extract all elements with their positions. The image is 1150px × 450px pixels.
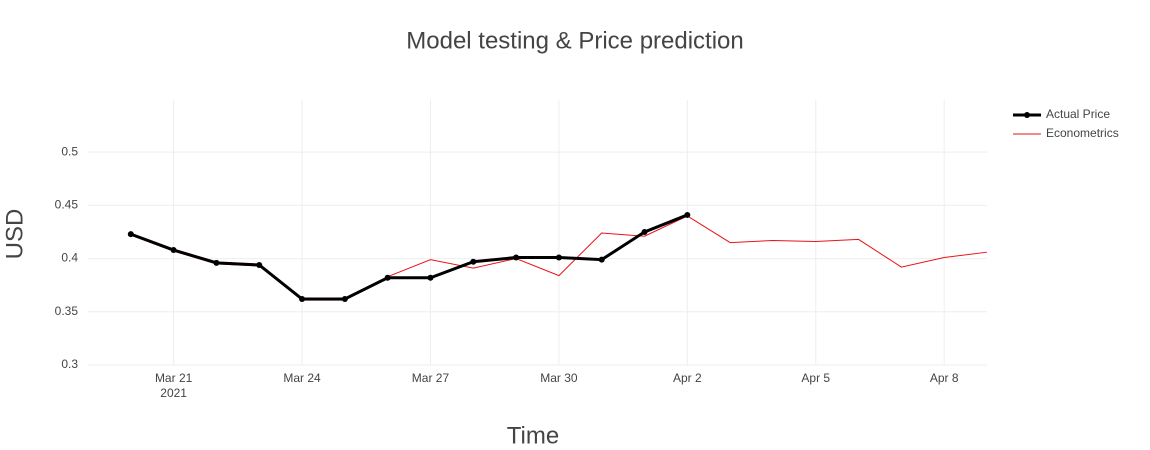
x-tick-label: Apr 5 [801,371,830,385]
x-tick-label: Mar 24 [283,371,321,385]
legend-label: Econometrics [1046,126,1119,140]
data-point [384,274,391,281]
y-axis-title: USD [1,209,28,260]
x-tick-label: Mar 30 [540,371,578,385]
data-point [127,231,134,238]
chart-title: Model testing & Price prediction [406,27,744,54]
legend-label: Actual Price [1046,107,1110,121]
data-point [470,258,477,265]
data-point [598,256,605,263]
x-tick-label: Apr 8 [930,371,959,385]
x-axis-title: Time [507,422,559,449]
y-tick-label: 0.35 [55,304,79,318]
y-tick-label: 0.45 [55,198,79,212]
data-point [684,211,691,218]
data-point [256,261,263,268]
x-tick-label: Apr 2 [673,371,702,385]
data-point [170,247,177,254]
legend-marker [1024,112,1030,118]
y-tick-label: 0.3 [61,357,78,371]
data-point [513,254,520,261]
series-line [130,213,688,301]
data-point [299,296,306,303]
y-tick-label: 0.5 [61,144,78,158]
y-tick-label: 0.4 [61,251,78,265]
data-point [341,296,348,303]
x-tick-label: Mar 27 [412,371,450,385]
data-point [213,259,220,266]
x-tick-label: Mar 21 2021 [155,371,193,400]
data-point [555,254,562,261]
data-point [641,228,648,235]
data-point [427,274,434,281]
